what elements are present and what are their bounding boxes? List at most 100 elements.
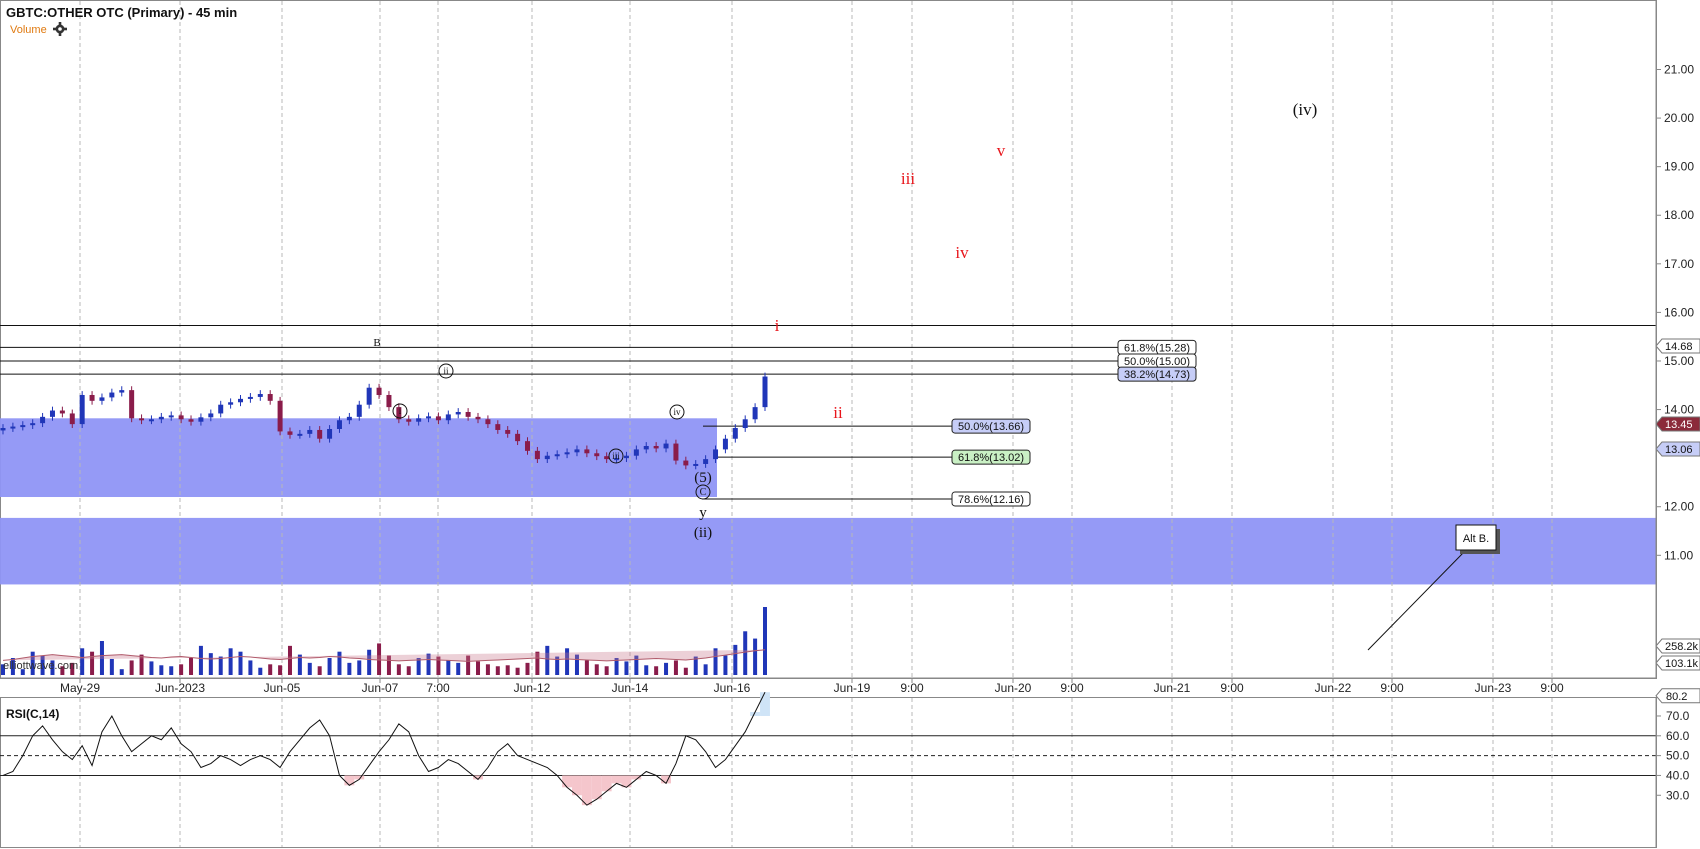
candle-body (604, 456, 610, 460)
x-tick-label: May-29 (60, 681, 100, 695)
x-tick-label: 9:00 (1060, 681, 1084, 695)
price-badge-label: 14.68 (1665, 341, 1693, 353)
candle-body (277, 400, 283, 432)
volume-bar (614, 658, 619, 675)
candle-body (554, 454, 560, 457)
rsi-overbought-fill (750, 712, 761, 716)
wave-label: i (775, 316, 780, 335)
volume-bar (278, 665, 283, 675)
candle-body (742, 419, 748, 429)
volume-bar (139, 654, 144, 675)
volume-bar (30, 651, 35, 675)
volume-bar (723, 655, 728, 675)
volume-bar (287, 645, 292, 675)
volume-bar (525, 662, 530, 675)
wave-circle (392, 403, 408, 419)
candle-body (307, 429, 313, 434)
rsi-panel: 80.2 70.0 60.0 50.0 40.0 30.0 (0, 688, 1700, 847)
rsi-oversold-fill (581, 775, 592, 806)
candle-body (267, 394, 273, 401)
rsi-y-tick-label: 70.0 (1666, 709, 1690, 723)
volume-bar (733, 644, 738, 675)
candle-body (643, 445, 649, 450)
wave-label: ii (833, 403, 843, 422)
volume-bar (753, 638, 758, 675)
volume-label[interactable]: Volume (10, 24, 47, 36)
price-badge (1655, 638, 1700, 654)
rsi-oversold-fill (631, 775, 642, 780)
volume-bar (644, 665, 649, 675)
y-tick-label: 20.00 (1664, 111, 1694, 125)
volume-bar (565, 648, 570, 675)
price-badge-label: 13.06 (1665, 444, 1693, 456)
volume-bar (317, 666, 322, 675)
x-tick-label: 9:00 (1540, 681, 1564, 695)
rsi-oversold-fill (562, 775, 573, 788)
candle-body (158, 416, 164, 420)
volume-bar (406, 666, 411, 675)
wave-label: ii (443, 366, 449, 376)
volume-bar (476, 661, 481, 675)
candle-body (732, 428, 738, 439)
zone-0 (0, 418, 717, 498)
fib-tag-box (951, 449, 1031, 465)
candle-body (485, 419, 491, 425)
volume-bar (713, 648, 718, 675)
gear-icon[interactable] (53, 22, 67, 36)
y-tick-label: 12.00 (1664, 500, 1694, 514)
candle-body (238, 398, 244, 403)
volume-bar (258, 667, 263, 675)
wave-label: iii (612, 451, 620, 461)
volume-bar (347, 662, 352, 675)
volume-bar (40, 655, 45, 675)
rsi-oversold-fill (354, 775, 365, 780)
fib-tags: 61.8%(15.28) 50.0%(15.00)38.2%(14.73) 50.0… (951, 338, 1700, 671)
rsi-y-tick-label: 40.0 (1666, 768, 1690, 782)
candle-body (762, 376, 768, 408)
rsi-oversold-fill (473, 775, 483, 780)
candle-body (287, 431, 293, 435)
candle-body (69, 413, 75, 425)
price-axis: 21.00 20.00 19.00 18.00 17.00 16.00 15.00 14.00… (1655, 0, 1694, 678)
y-tick-label: 11.00 (1664, 548, 1693, 562)
y-tick-label: 16.00 (1664, 305, 1694, 319)
candle-body (99, 397, 105, 401)
candle-body (406, 419, 412, 422)
volume-bar (208, 653, 213, 675)
volume-bar (545, 645, 550, 675)
candle-body (0, 428, 6, 431)
y-tick-label: 17.00 (1664, 257, 1694, 271)
candle-body (465, 411, 471, 417)
candle-body (228, 402, 234, 405)
candle-body (198, 417, 204, 422)
fib-tag-label: 78.6%(12.16) (958, 494, 1024, 506)
x-tick-label: Jun-22 (1315, 681, 1352, 695)
wave-label: iv (955, 243, 969, 262)
x-tick-label: Jun-23 (1475, 681, 1512, 695)
volume-bar (743, 631, 748, 675)
volume-bar (149, 661, 154, 675)
wave-label: B (373, 337, 380, 349)
volume-bar (634, 655, 639, 675)
candle-body (505, 429, 511, 434)
candle-body (703, 459, 709, 464)
price-badge (1655, 338, 1700, 354)
candles (0, 372, 768, 470)
volume-bar (90, 651, 95, 675)
volume-bar (624, 661, 629, 675)
x-tick-label: Jun-14 (612, 681, 649, 695)
rsi-oversold-fill (601, 775, 612, 792)
wave-label: iii (901, 169, 915, 188)
volume-bar (129, 660, 134, 675)
rsi-y-tick-label: 60.0 (1666, 729, 1690, 743)
candle-body (455, 411, 461, 415)
rsi-y-tick-label: 50.0 (1666, 749, 1690, 763)
fib-tag-box (951, 418, 1031, 434)
candle-body (574, 449, 580, 453)
rsi-badge (1655, 688, 1700, 704)
candle-body (435, 416, 441, 421)
wave-label: C (700, 487, 707, 498)
candle-body (168, 415, 174, 418)
x-tick-label: Jun-21 (1154, 681, 1191, 695)
